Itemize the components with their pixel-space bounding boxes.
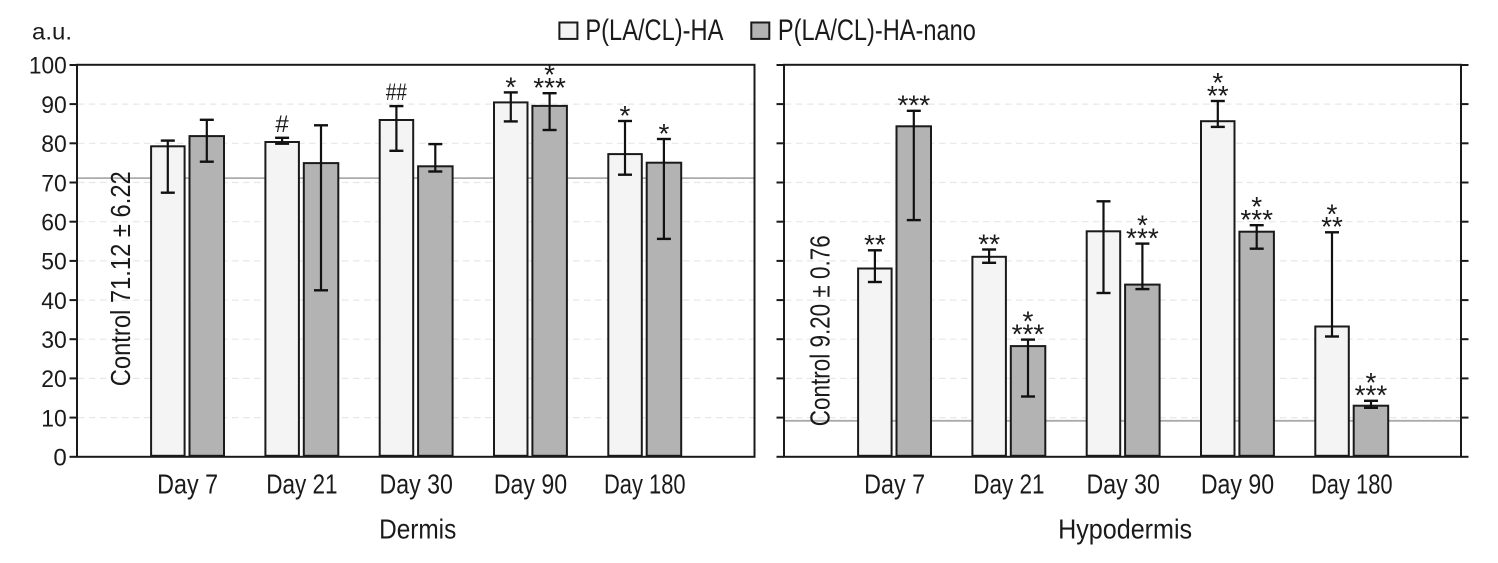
svg-text:Day 7: Day 7 [157,469,218,500]
svg-text:100: 100 [29,53,67,80]
svg-text:*: * [544,59,555,90]
svg-text:90: 90 [41,92,67,119]
svg-text:***: *** [1012,319,1045,350]
svg-text:Control 71.12 ± 6.22: Control 71.12 ± 6.22 [105,171,136,386]
svg-text:10: 10 [41,405,67,432]
svg-text:*: * [1212,67,1223,98]
svg-text:*: * [1023,306,1034,337]
svg-text:***: *** [897,90,930,121]
svg-text:a.u.: a.u. [32,18,72,44]
svg-text:**: ** [1321,211,1343,242]
svg-text:Day 30: Day 30 [1087,469,1160,500]
svg-text:Control 9.20 ± 0.76: Control 9.20 ± 0.76 [804,235,835,426]
svg-text:Day 7: Day 7 [864,469,925,500]
svg-text:Day 90: Day 90 [494,469,567,500]
svg-text:***: *** [1126,223,1159,254]
svg-text:Day 21: Day 21 [973,469,1044,500]
svg-text:30: 30 [41,327,67,354]
svg-text:Day 90: Day 90 [1201,469,1274,500]
svg-text:70: 70 [41,170,67,197]
svg-text:*: * [658,118,669,149]
svg-text:*: * [1327,198,1338,229]
svg-text:*: * [505,71,516,102]
svg-text:40: 40 [41,288,67,315]
svg-text:**: ** [978,228,1000,259]
svg-text:Hypodermis: Hypodermis [1058,513,1192,544]
svg-text:**: ** [864,229,886,260]
svg-text:***: *** [1240,204,1273,235]
svg-text:0: 0 [53,445,66,472]
svg-text:*: * [620,100,631,131]
svg-text:80: 80 [41,131,67,158]
svg-text:Day 180: Day 180 [1311,469,1393,500]
svg-text:*: * [1251,191,1262,222]
svg-text:Day 30: Day 30 [380,469,453,500]
svg-text:*: * [1366,367,1377,398]
svg-text:##: ## [386,79,408,106]
svg-text:P(LA/CL)-HA-nano: P(LA/CL)-HA-nano [778,14,976,47]
svg-text:*: * [1137,210,1148,241]
svg-text:***: *** [1355,380,1388,411]
svg-text:Dermis: Dermis [379,513,456,544]
svg-text:**: ** [1207,80,1229,111]
svg-text:60: 60 [41,209,67,236]
svg-text:#: # [275,111,289,138]
svg-text:20: 20 [41,366,67,393]
svg-text:50: 50 [41,249,67,276]
svg-text:Day 21: Day 21 [266,469,337,500]
svg-text:***: *** [533,72,566,103]
svg-text:Day 180: Day 180 [604,469,686,500]
svg-text:P(LA/CL)-HA: P(LA/CL)-HA [585,14,723,47]
